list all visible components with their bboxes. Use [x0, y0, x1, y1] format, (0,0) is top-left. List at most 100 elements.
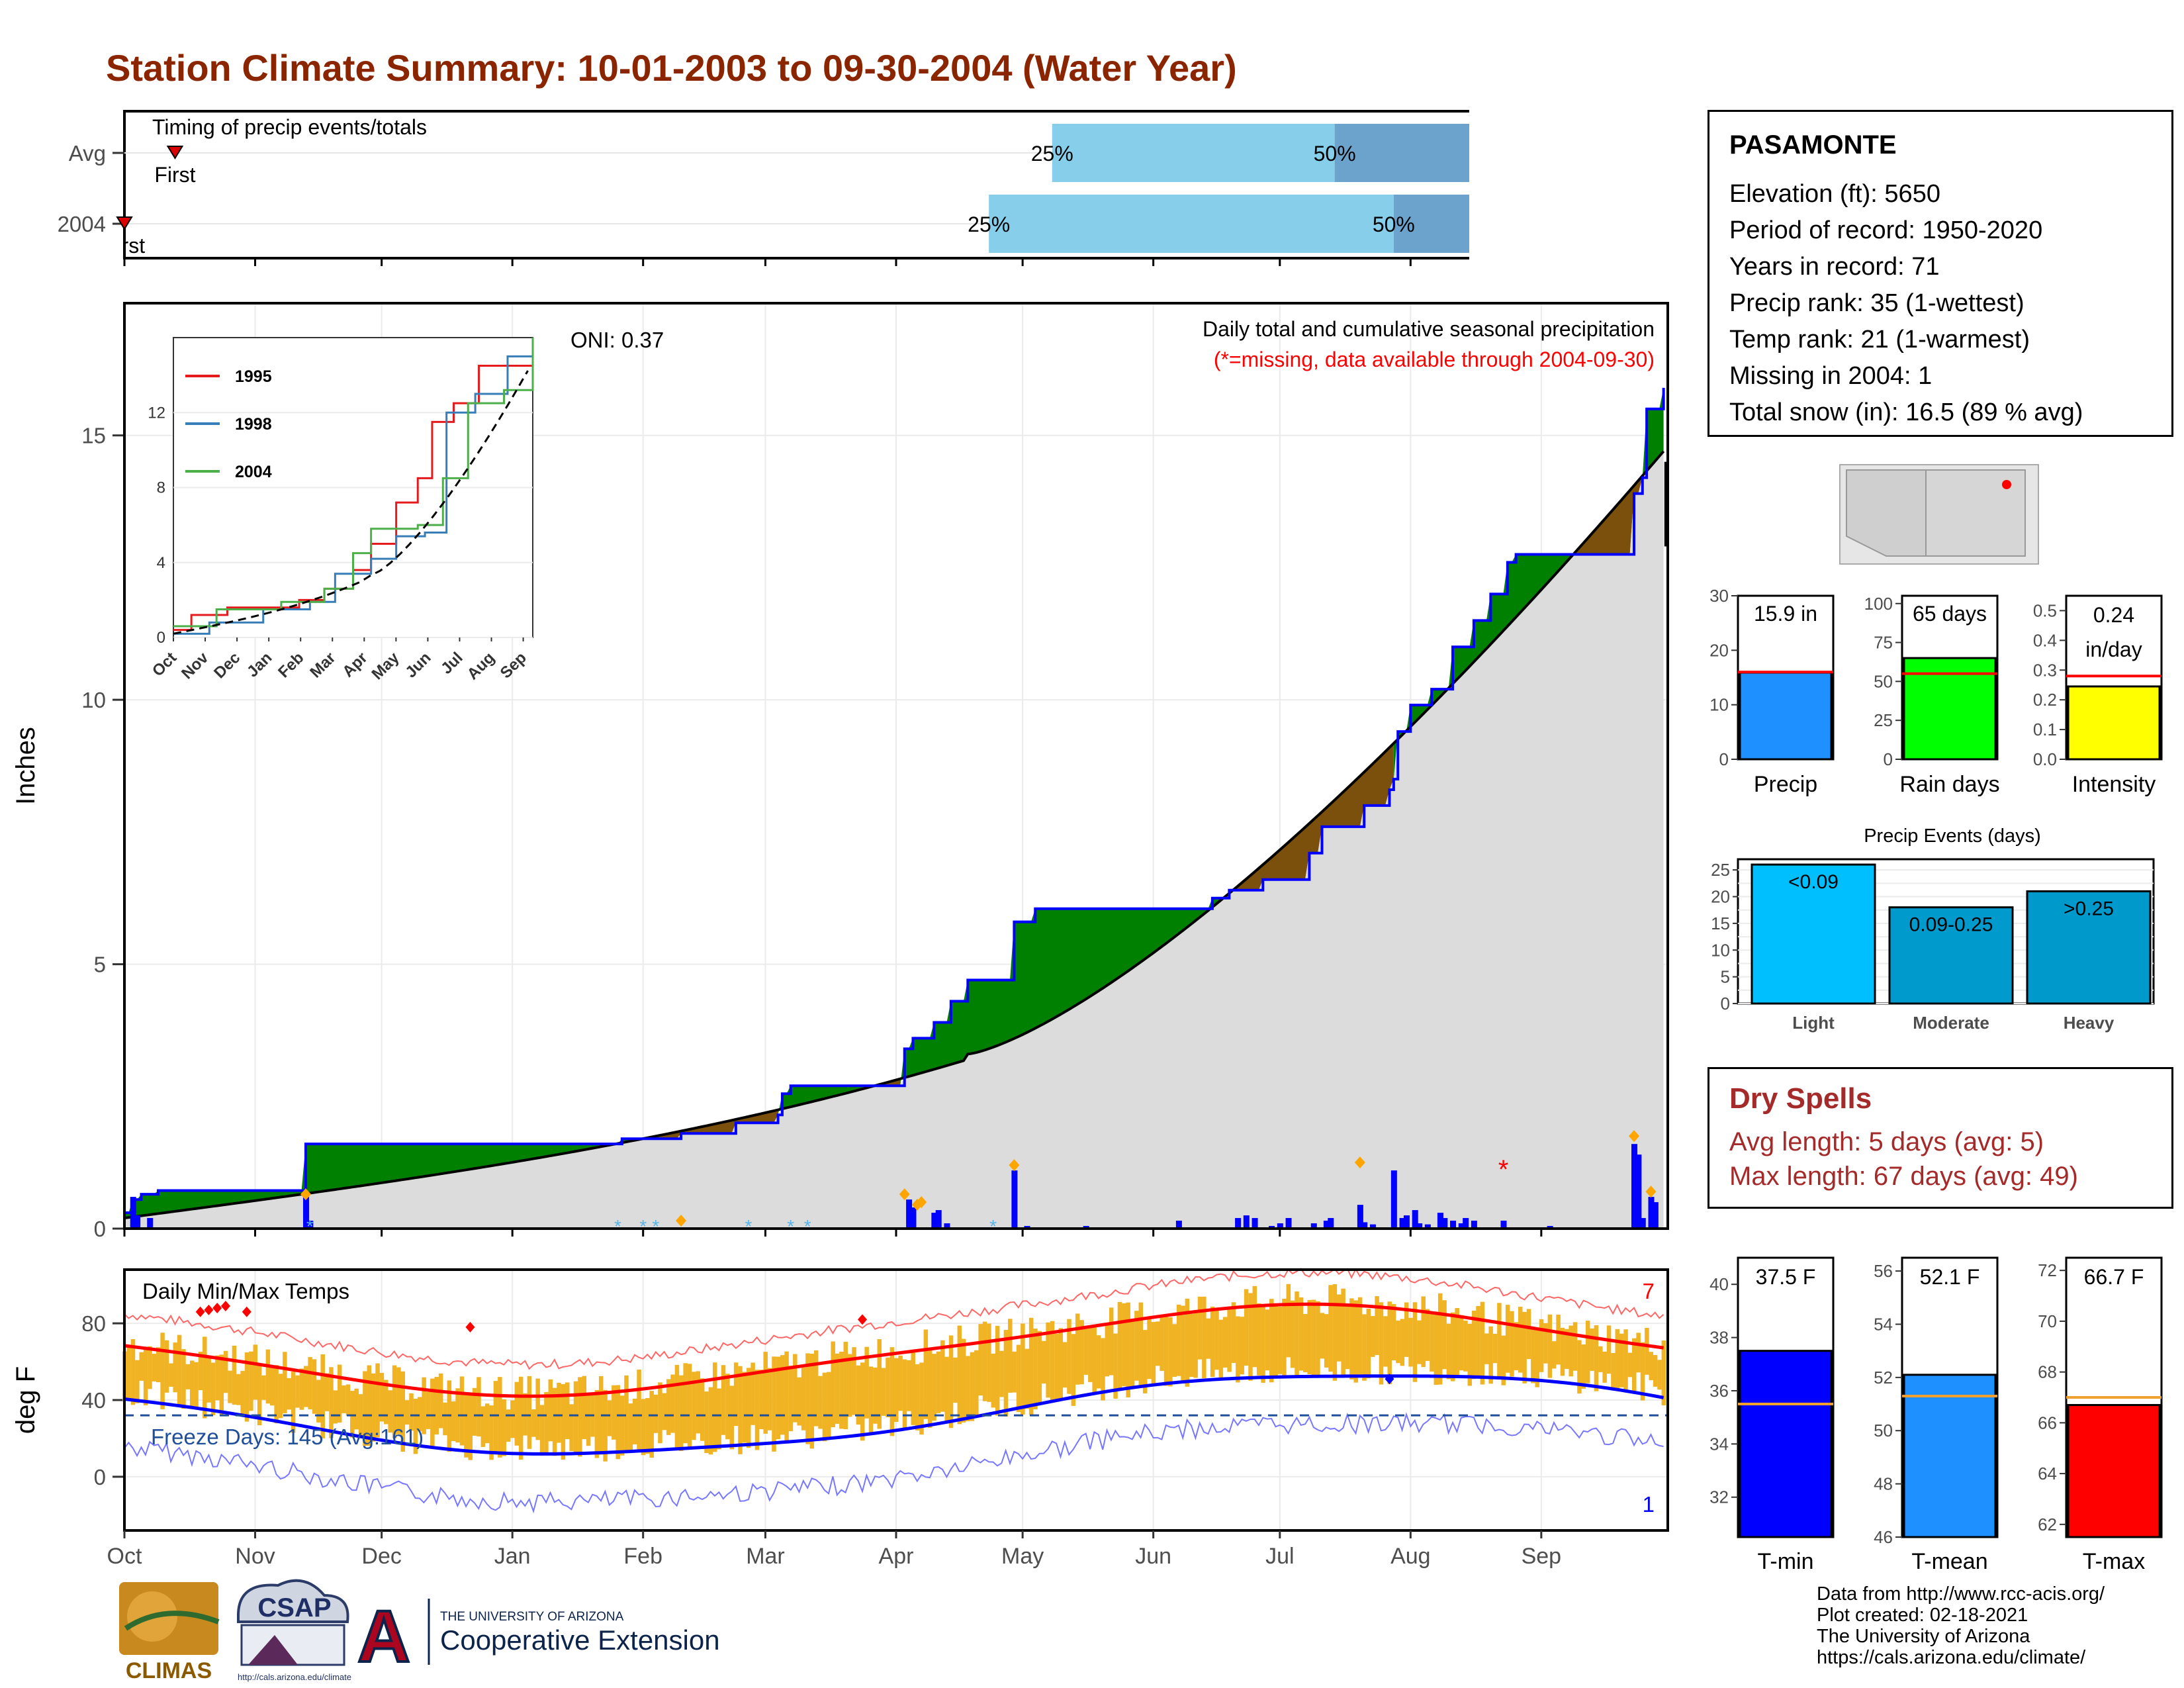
daily-temp-bar [1480, 1301, 1485, 1385]
events-tick-label: 15 [1711, 914, 1730, 933]
first-marker [116, 216, 133, 230]
precip-normal-area [124, 451, 1664, 1229]
tbar-tick-label: 46 [1874, 1527, 1893, 1547]
daily-temp-bar [797, 1377, 801, 1426]
daily-temp-bar [206, 1356, 211, 1403]
daily-temp-bar [1197, 1296, 1203, 1360]
events-tick-label: 25 [1711, 860, 1730, 880]
daily-temp-bar [333, 1390, 338, 1424]
daily-temp-bar [1101, 1338, 1105, 1401]
daily-temp-bar [1332, 1284, 1338, 1381]
tbar-tick-label: 52 [1874, 1368, 1893, 1387]
daily-precip-bar [1357, 1205, 1363, 1229]
daily-precip-bar [1500, 1221, 1507, 1229]
precip-below-normal-area [1570, 475, 1643, 557]
daily-temp-bar [1269, 1299, 1274, 1383]
daily-temp-bar [1130, 1319, 1135, 1387]
daily-temp-bar [375, 1363, 380, 1438]
inset-series-line [173, 338, 534, 635]
daily-temp-bar [683, 1363, 688, 1444]
timing-bar-25-50 [989, 195, 1394, 253]
daily-precip-bar [1441, 1218, 1448, 1229]
events-bar-label: <0.09 [1788, 871, 1839, 893]
daily-temp-bar [1366, 1309, 1371, 1379]
month-label: Nov [235, 1544, 275, 1569]
first-marker [166, 146, 184, 160]
daily-temp-bar [692, 1372, 696, 1440]
summary-tick-label: 0.1 [2033, 720, 2057, 739]
daily-temp-bar [523, 1393, 527, 1436]
daily-temp-bar [438, 1373, 443, 1429]
daily-temp-bar [696, 1371, 701, 1434]
daily-temp-bar [805, 1353, 810, 1444]
daily-precip-bar [1635, 1154, 1642, 1229]
daily-temp-bar [210, 1362, 216, 1415]
daily-temp-bar [126, 1347, 131, 1401]
daily-temp-bar [1067, 1319, 1071, 1394]
daily-temp-bar [1484, 1333, 1489, 1364]
credit-url: https://cals.arizona.edu/climate/ [1817, 1647, 2086, 1668]
daily-temp-bar [1248, 1293, 1253, 1381]
record-high-marker [465, 1321, 475, 1333]
daily-temp-bar [999, 1350, 1004, 1397]
csap-mountain-icon [248, 1635, 298, 1665]
daily-temp-bar [1510, 1311, 1514, 1377]
daily-temp-bar [978, 1324, 983, 1396]
daily-temp-bar [713, 1362, 717, 1452]
daily-temp-bar [1451, 1312, 1455, 1382]
daily-temp-bar [198, 1352, 203, 1391]
daily-temp-bar [1619, 1333, 1624, 1387]
daily-temp-bar [1075, 1313, 1080, 1385]
timing-clipped-labels: FirstLast [104, 234, 145, 258]
daily-temp-bar [143, 1346, 148, 1405]
daily-temp-bar [1640, 1342, 1645, 1401]
daily-temp-bar [1653, 1354, 1658, 1387]
daily-temp-bar [283, 1352, 287, 1413]
summary-tick-label: 20 [1709, 640, 1729, 660]
daily-temp-bar [818, 1376, 823, 1429]
dry-spells-max: Max length: 67 days (avg: 49) [1729, 1162, 2078, 1191]
daily-temp-bar [751, 1362, 755, 1425]
dry-spells-avg: Avg length: 5 days (avg: 5) [1729, 1127, 2044, 1156]
daily-temp-bar [1345, 1305, 1350, 1370]
daily-temp-bar [1320, 1313, 1325, 1359]
daily-temp-bar [860, 1362, 865, 1441]
daily-temp-bar [324, 1373, 330, 1411]
daily-temp-bar [316, 1380, 321, 1423]
daily-temp-bar [274, 1365, 279, 1424]
daily-precip-bar [1458, 1223, 1465, 1229]
precip-ytick-label: 0 [94, 1217, 106, 1241]
month-label: Mar [746, 1544, 785, 1569]
daily-temp-bar [615, 1385, 620, 1460]
daily-temp-bar [738, 1366, 743, 1454]
daily-temp-bar [1261, 1305, 1265, 1383]
daily-temp-bar [1565, 1329, 1569, 1369]
record-precip-marker [300, 1188, 311, 1201]
daily-temp-bar [1092, 1325, 1097, 1392]
tbar-label: T-max [2083, 1549, 2145, 1574]
daily-temp-bar [674, 1364, 680, 1451]
daily-temp-bar [345, 1384, 351, 1416]
daily-temp-bar [970, 1352, 975, 1421]
daily-temp-bar [932, 1354, 936, 1421]
daily-precip-bar [1235, 1218, 1242, 1229]
daily-temp-bar [468, 1393, 473, 1460]
daily-temp-bar [1602, 1351, 1607, 1383]
tbar-tick-label: 32 [1709, 1487, 1729, 1507]
timing-row-label: Avg [69, 141, 106, 165]
daily-precip-bar [1277, 1223, 1283, 1229]
daily-precip-bar [1175, 1221, 1182, 1229]
daily-temp-bar [514, 1382, 520, 1446]
daily-temp-bar [164, 1340, 169, 1393]
daily-temp-bar [961, 1338, 966, 1423]
daily-temp-bar [569, 1404, 574, 1452]
daily-temp-bar [561, 1383, 566, 1460]
daily-temp-bar [679, 1375, 684, 1451]
temp-ylabel: deg F [11, 1366, 40, 1434]
station-elevation: Elevation (ft): 5650 [1729, 180, 1940, 208]
oni-label: ONI: 0.37 [570, 328, 664, 352]
daily-temp-bar [181, 1349, 186, 1409]
daily-temp-bar [341, 1385, 346, 1413]
daily-temp-bar [1408, 1317, 1413, 1367]
first-label: First [104, 234, 145, 258]
